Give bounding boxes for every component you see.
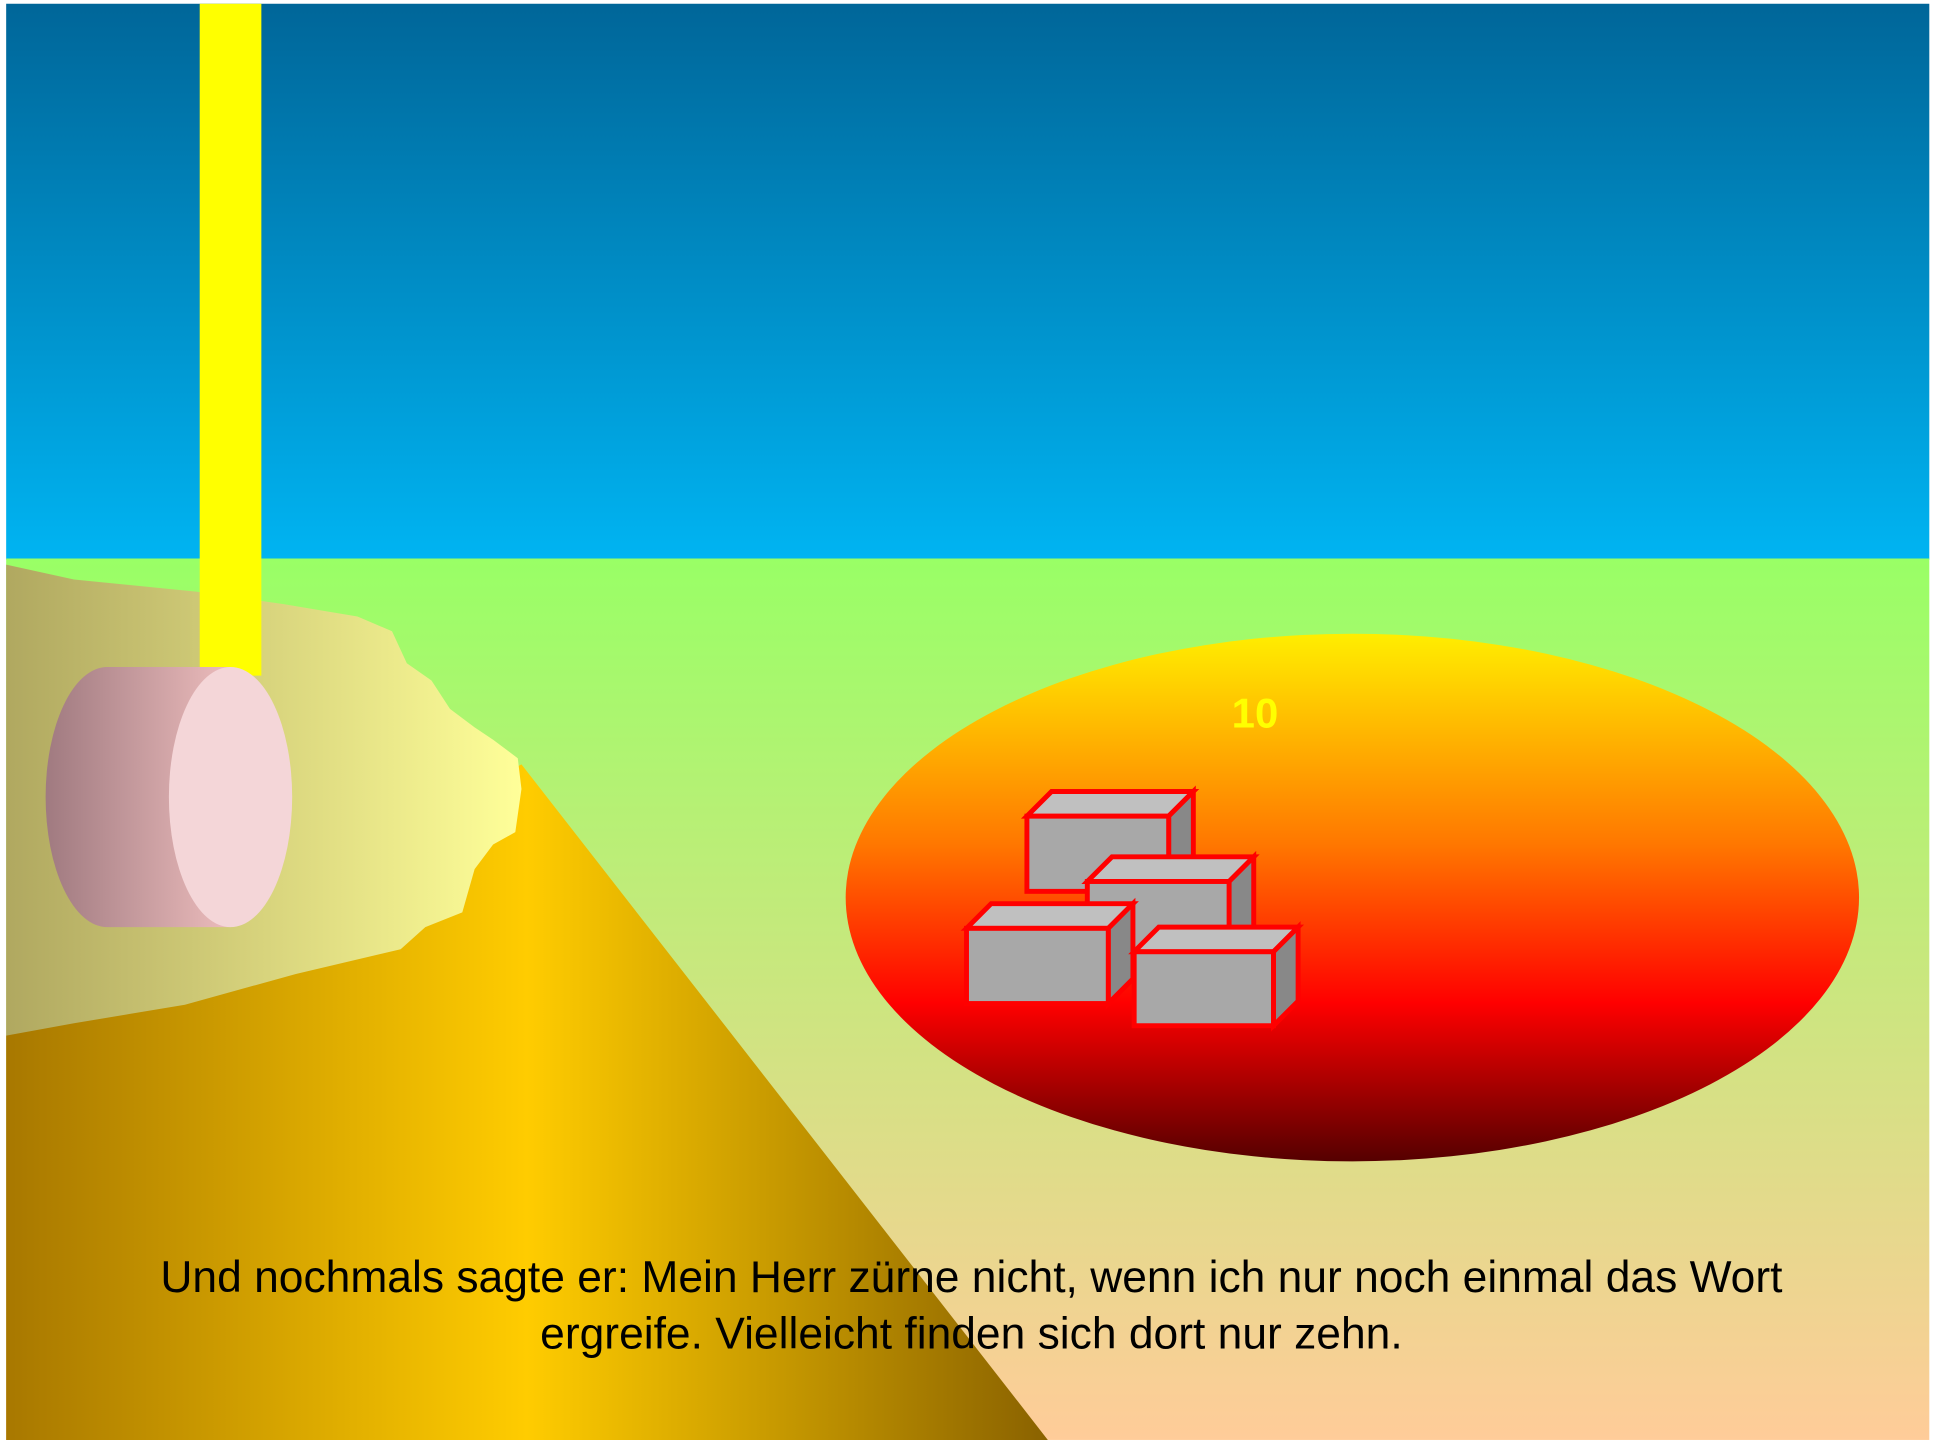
caption-line: Und nochmals sagte er: Mein Herr zürne n… bbox=[160, 1253, 1782, 1302]
fire-ellipse bbox=[846, 634, 1859, 1162]
cylinder bbox=[46, 667, 293, 927]
count-label: 10 bbox=[1232, 689, 1279, 736]
sky bbox=[6, 4, 1929, 560]
page: {"scene": {"count_label": "10", "caption… bbox=[0, 0, 1933, 1440]
caption-line: ergreife. Vielleicht finden sich dort nu… bbox=[540, 1310, 1403, 1359]
slide: 10 Und nochmals sagte er: Mein Herr zürn… bbox=[0, 0, 1933, 1440]
light-beam bbox=[200, 4, 262, 676]
